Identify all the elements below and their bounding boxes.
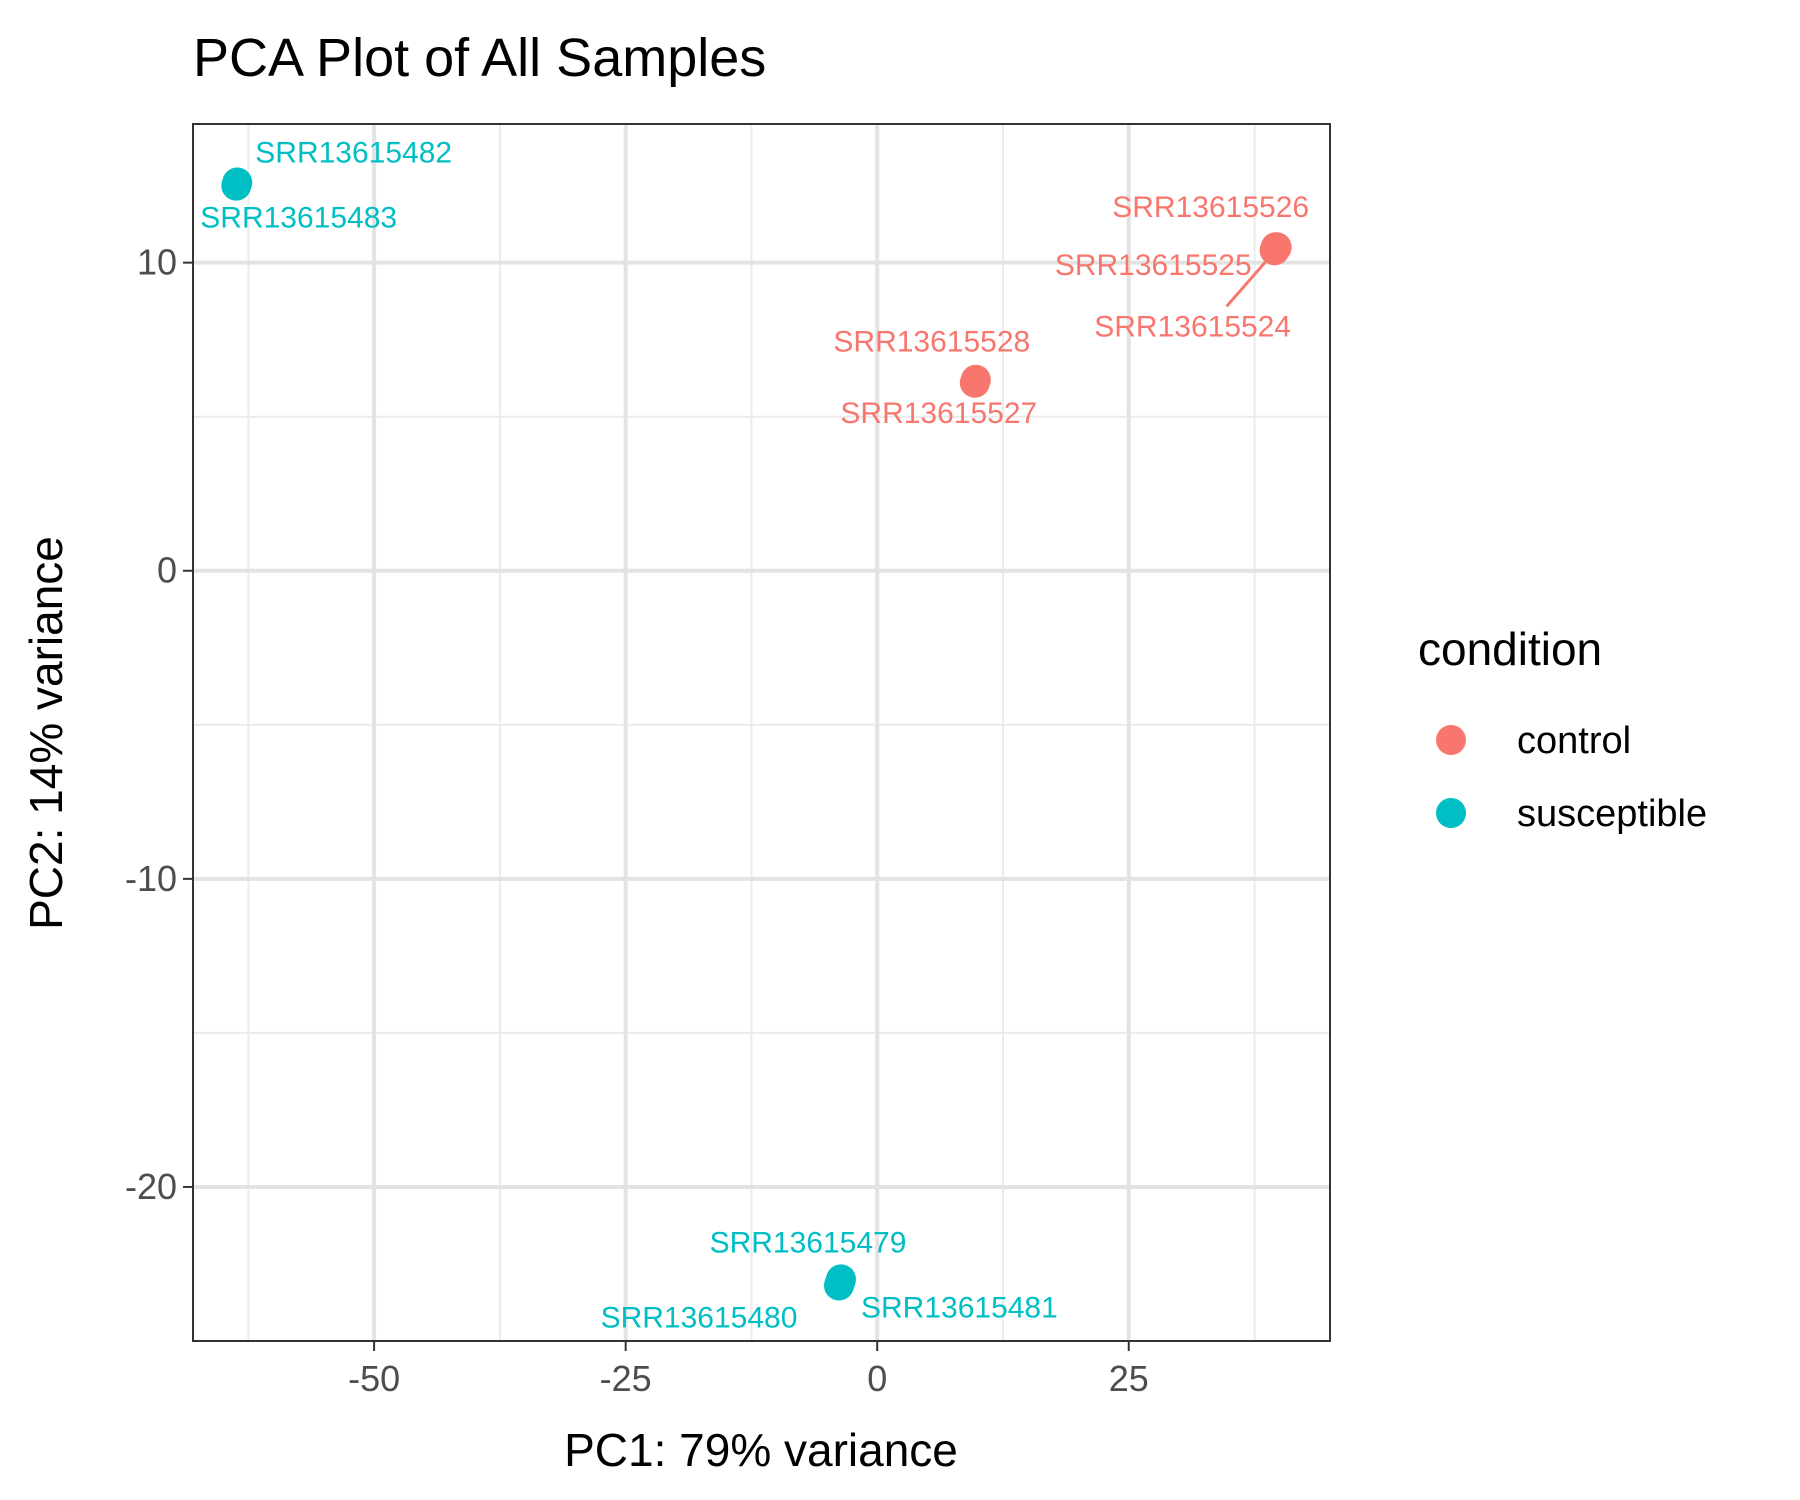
data-point-SRR13615481	[825, 1264, 856, 1295]
point-label-SRR13615482: SRR13615482	[255, 137, 452, 170]
plot-area: SRR13615524 SRR13615525 SRR13615526 SRR1361…	[192, 123, 1331, 1342]
point-label-SRR13615480: SRR13615480	[601, 1302, 798, 1335]
grid-lines	[193, 124, 1330, 1341]
y-axis: -20 -10 0 10	[125, 242, 193, 1207]
point-label-SRR13615527: SRR13615527	[840, 397, 1037, 430]
chart-title: PCA Plot of All Samples	[193, 28, 766, 88]
x-axis-label: PC1: 79% variance	[564, 1424, 958, 1476]
y-tick-label: 0	[157, 550, 177, 591]
legend-swatch-susceptible	[1436, 798, 1466, 828]
label-leader-lines	[1225, 257, 1270, 308]
legend-label-susceptible: susceptible	[1517, 793, 1707, 835]
legend: condition control susceptible	[1418, 623, 1707, 835]
point-label-SRR13615524: SRR13615524	[1094, 310, 1291, 343]
x-axis: -50 -25 0 25	[348, 1341, 1149, 1399]
point-label-SRR13615525: SRR13615525	[1055, 249, 1252, 282]
data-point-SRR13615483	[221, 170, 252, 201]
data-point-SRR13615528	[960, 364, 991, 395]
x-tick-label: 0	[867, 1358, 887, 1399]
legend-swatch-control	[1436, 725, 1466, 755]
plot-panel-border	[192, 123, 1331, 1342]
y-tick-label: -20	[125, 1166, 177, 1207]
x-tick-label: 25	[1109, 1358, 1149, 1399]
y-tick-label: -10	[125, 858, 177, 899]
data-points	[221, 167, 1292, 1301]
point-label-SRR13615528: SRR13615528	[833, 326, 1030, 359]
data-point-SRR13615526	[1261, 232, 1292, 263]
leader-line-SRR13615524	[1225, 257, 1270, 308]
legend-label-control: control	[1517, 720, 1631, 762]
legend-title: condition	[1418, 623, 1602, 675]
x-tick-label: -50	[348, 1358, 400, 1399]
legend-entries: control susceptible	[1436, 720, 1707, 835]
plot-panel-background	[193, 124, 1330, 1341]
point-label-SRR13615479: SRR13615479	[710, 1226, 907, 1259]
point-label-SRR13615526: SRR13615526	[1112, 191, 1309, 224]
y-tick-label: 10	[137, 242, 177, 283]
x-tick-label: -25	[600, 1358, 652, 1399]
y-axis-label: PC2: 14% variance	[20, 536, 72, 930]
point-label-SRR13615483: SRR13615483	[200, 202, 397, 235]
point-labels: SRR13615524 SRR13615525 SRR13615526 SRR1361…	[200, 137, 1309, 1335]
point-label-SRR13615481: SRR13615481	[861, 1291, 1058, 1324]
